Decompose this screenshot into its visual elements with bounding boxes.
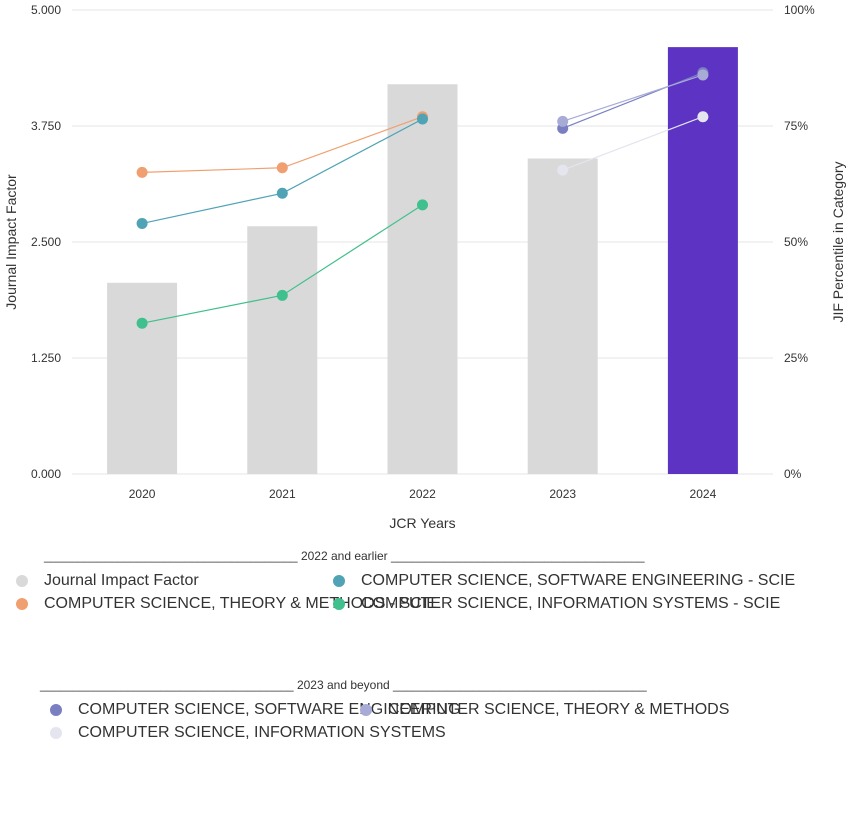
x-axis-ticks: 2020 2021 2022 2023 2024 [129, 487, 717, 501]
legend-item-cs-information-systems-scie[interactable]: COMPUTER SCIENCE, INFORMATION SYSTEMS - … [333, 595, 780, 613]
legend-item-cs-theory-methods[interactable]: COMPUTER SCIENCE, THEORY & METHODS [360, 701, 729, 719]
x-tick-label: 2024 [690, 487, 717, 501]
series-point-1-2022[interactable] [417, 113, 428, 125]
bar-2023[interactable] [527, 158, 598, 475]
series-point-2-2021[interactable] [276, 289, 288, 301]
y-tick-label: 1.250 [31, 351, 61, 365]
series-point-5-2024[interactable] [697, 111, 709, 123]
series-point-2-2020[interactable] [136, 317, 148, 329]
legend-label: COMPUTER SCIENCE, THEORY & METHODS [388, 701, 730, 718]
legend-item-cs-software-engineering-scie[interactable]: COMPUTER SCIENCE, SOFTWARE ENGINEERING -… [333, 572, 795, 590]
legend-dot-icon [360, 704, 372, 716]
x-tick-label: 2020 [129, 487, 156, 501]
legend-dot-icon [16, 598, 28, 610]
legend-header-2022-and-earlier: ______________________________________ 2… [44, 549, 645, 563]
x-tick-label: 2021 [269, 487, 296, 501]
legend-dot-icon [50, 704, 62, 716]
series-point-4-2023[interactable] [557, 115, 569, 127]
series-line-3 [562, 72, 704, 129]
y-right-tick-label: 0% [784, 467, 802, 481]
right-axis-ticks: 0% 25% 50% 75% 100% [784, 3, 815, 481]
bar-2020[interactable] [107, 282, 178, 474]
y-right-tick-label: 50% [784, 235, 808, 249]
bar-2022[interactable] [387, 84, 458, 475]
y-right-tick-label: 100% [784, 3, 815, 17]
y-tick-label: 5.000 [31, 3, 61, 17]
y-axis-title: Journal Impact Factor [3, 174, 19, 310]
series-point-2-2022[interactable] [417, 199, 428, 211]
y-right-tick-label: 25% [784, 351, 808, 365]
y-tick-label: 3.750 [31, 119, 61, 133]
y-tick-label: 2.500 [31, 235, 61, 249]
legend-header-2023-and-beyond: ______________________________________ 2… [40, 678, 647, 692]
legend-dot-icon [333, 598, 345, 610]
y-tick-label: 0.000 [31, 467, 61, 481]
left-axis-ticks: 0.000 1.250 2.500 3.750 5.000 [31, 3, 61, 481]
bar-series [107, 47, 738, 475]
line-series [136, 67, 709, 329]
legend-label: COMPUTER SCIENCE, INFORMATION SYSTEMS [78, 724, 446, 741]
legend-label: Journal Impact Factor [44, 572, 199, 589]
jif-chart: 0.000 1.250 2.500 3.750 5.000 0% 25% 50% 75% 100… [3, 3, 846, 531]
series-point-1-2021[interactable] [276, 187, 288, 199]
bar-2021[interactable] [247, 226, 318, 474]
y-right-axis-title: JIF Percentile in Category [830, 161, 846, 322]
x-tick-label: 2023 [549, 487, 576, 501]
series-point-5-2023[interactable] [557, 164, 569, 176]
series-point-4-2024[interactable] [697, 69, 709, 81]
legend-dot-icon [333, 575, 345, 587]
x-axis-title: JCR Years [389, 515, 455, 531]
legend-item-journal-impact-factor[interactable]: Journal Impact Factor [16, 572, 199, 590]
series-point-0-2021[interactable] [276, 162, 288, 174]
legend-dot-icon [16, 575, 28, 587]
y-right-tick-label: 75% [784, 119, 808, 133]
series-point-1-2020[interactable] [136, 217, 148, 229]
series-point-0-2020[interactable] [136, 166, 148, 178]
bar-2024[interactable] [667, 47, 738, 475]
legend-label: COMPUTER SCIENCE, SOFTWARE ENGINEERING -… [361, 572, 796, 589]
legend-dot-icon [50, 727, 62, 739]
series-line-4 [562, 74, 704, 122]
legend-item-cs-information-systems[interactable]: COMPUTER SCIENCE, INFORMATION SYSTEMS [50, 724, 446, 742]
series-line-5 [562, 116, 704, 171]
legend-label: COMPUTER SCIENCE, INFORMATION SYSTEMS - … [361, 595, 781, 612]
x-tick-label: 2022 [409, 487, 436, 501]
